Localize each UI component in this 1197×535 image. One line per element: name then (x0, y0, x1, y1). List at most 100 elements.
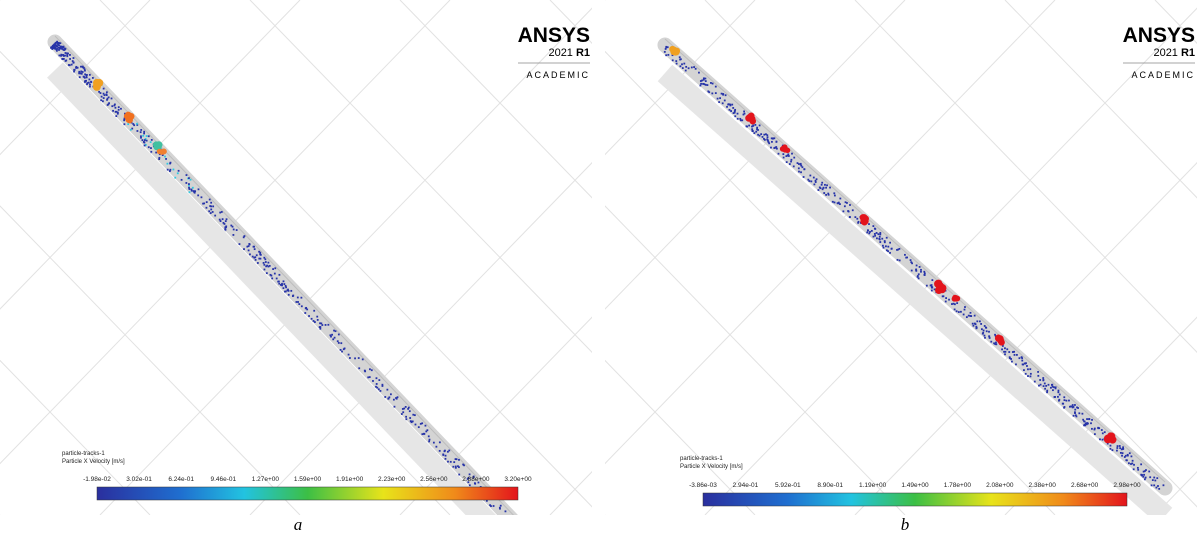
particle (338, 334, 340, 336)
grid-line (705, 0, 1197, 515)
particle (1004, 353, 1006, 355)
particle (143, 131, 145, 133)
particle (1023, 369, 1025, 371)
pipe-shadow (665, 73, 1165, 516)
particle (1149, 476, 1151, 478)
logo-edition: ACADEMIC (526, 70, 590, 80)
particle (918, 277, 920, 279)
colorbar-tick-label: 2.94e-01 (733, 482, 759, 489)
colorbar-tick-label: 6.24e-01 (168, 476, 194, 483)
particle (1085, 423, 1087, 425)
particle (73, 57, 75, 59)
particle (1121, 448, 1123, 450)
particle (445, 458, 447, 460)
particle (931, 284, 933, 286)
particle (369, 368, 371, 370)
particle (169, 169, 171, 171)
particle (734, 112, 736, 114)
particle (203, 203, 205, 205)
particle (65, 52, 67, 54)
particle (442, 454, 444, 456)
particle (114, 104, 116, 106)
particle (782, 153, 784, 155)
particle (705, 80, 707, 82)
particle (292, 295, 294, 297)
particle (765, 133, 767, 135)
particle (111, 98, 113, 100)
particle (405, 416, 407, 418)
particle (1021, 360, 1023, 362)
particle (729, 104, 731, 106)
particle (53, 44, 55, 46)
particle (458, 466, 460, 468)
particle (665, 48, 667, 50)
particle (798, 167, 800, 169)
particle (248, 249, 250, 251)
particle (111, 105, 113, 107)
particle (1137, 467, 1139, 469)
particle (84, 80, 86, 82)
particle (1104, 431, 1106, 433)
particle (1003, 351, 1005, 353)
particle (1122, 446, 1124, 448)
particle (984, 335, 986, 337)
particle (362, 358, 364, 360)
particle (263, 257, 265, 259)
particle (506, 518, 508, 520)
particle (248, 245, 250, 247)
particle (771, 141, 773, 143)
pipe-edge (55, 36, 520, 522)
particle (1078, 412, 1080, 414)
particle (60, 46, 62, 48)
particle (226, 218, 228, 220)
particle (337, 340, 339, 342)
particle (737, 118, 739, 120)
particle (789, 163, 791, 165)
particle (143, 141, 145, 143)
particle (102, 100, 104, 102)
particle (839, 198, 841, 200)
particle (103, 93, 105, 95)
particle (462, 464, 464, 466)
particle (819, 187, 821, 189)
particle (290, 290, 292, 292)
particle (879, 236, 881, 238)
particle (874, 235, 876, 237)
particle (824, 184, 826, 186)
particle (190, 179, 192, 181)
particle (800, 163, 802, 165)
particle (1027, 368, 1029, 370)
particle (174, 177, 176, 179)
particle (415, 424, 417, 426)
particle (425, 431, 427, 433)
particle (103, 88, 105, 90)
particle (150, 141, 152, 143)
particle (124, 123, 126, 125)
particle (667, 46, 669, 48)
pipe (665, 45, 1165, 488)
particle (873, 236, 875, 238)
particle (842, 210, 844, 212)
particle (439, 450, 441, 452)
particle (707, 84, 709, 86)
particle (64, 48, 66, 50)
figure: ANSYS2021R1ACADEMICparticle-tracks-1Part… (0, 0, 1197, 535)
particle (66, 54, 68, 56)
particle (664, 51, 666, 53)
particle (679, 56, 681, 58)
panel: ANSYS2021R1ACADEMICparticle-tracks-1Part… (0, 0, 1197, 534)
particle (106, 99, 108, 101)
particle (158, 157, 160, 159)
particle (1082, 413, 1084, 415)
particle (1101, 429, 1103, 431)
particle (849, 204, 851, 206)
particle (753, 132, 755, 134)
particle (1120, 452, 1122, 454)
particle (793, 157, 795, 159)
particle (210, 202, 212, 204)
particle (178, 170, 180, 172)
particle (869, 231, 871, 233)
particle (980, 323, 982, 325)
particle (414, 414, 416, 416)
particle (1119, 445, 1121, 447)
